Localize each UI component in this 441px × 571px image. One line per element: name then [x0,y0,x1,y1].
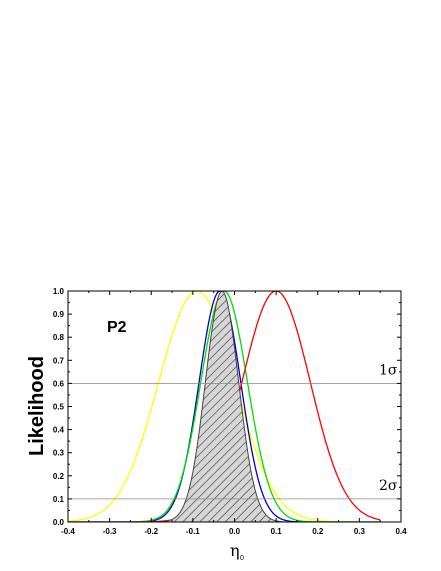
y-tick-label: 0.3 [53,449,65,458]
y-tick-label: 0.4 [53,426,65,435]
y-tick-label: 0.8 [53,333,65,342]
reference-label-1sigma: 1σ [379,362,398,378]
y-tick-label: 0.9 [53,310,65,319]
x-axis-subscript: 0 [240,555,244,562]
x-tick-label: -0.1 [186,527,200,536]
x-tick-label: 0.4 [395,527,407,536]
panel-label: P2 [107,319,127,336]
y-tick-label: 0.5 [53,403,65,412]
reference-label-2sigma: 2σ [379,478,398,494]
x-tick-label: -0.4 [61,527,75,536]
reference-lines: 1σ 2σ [68,362,401,500]
y-tick-label: 0.6 [53,379,65,388]
y-tick-label: 0.2 [53,472,65,481]
x-tick-label: 0.3 [354,527,366,536]
axes: -0.4 -0.3 -0.2 -0.1 0.0 0.1 0.2 0.3 0.4 0.0 0.1 0.2… [53,287,407,536]
x-tick-label: 0.0 [229,527,241,536]
y-tick-label: 0.1 [53,495,65,504]
x-axis-title: η [230,541,240,560]
x-tick-label: 0.1 [271,527,283,536]
x-tick-label: 0.2 [312,527,324,536]
y-tick-label: 0.7 [53,356,65,365]
x-tick-label: -0.2 [144,527,158,536]
series-hatched-fill [68,291,381,522]
y-axis-title: Likelihood [26,356,48,456]
y-tick-label: 1.0 [53,287,65,296]
y-axis-label: Likelihood [26,356,48,456]
x-axis-label: η 0 [230,541,244,562]
x-tick-label: -0.3 [103,527,117,536]
y-tick-label: 0.0 [53,518,65,527]
series-hatched-line [68,291,381,522]
